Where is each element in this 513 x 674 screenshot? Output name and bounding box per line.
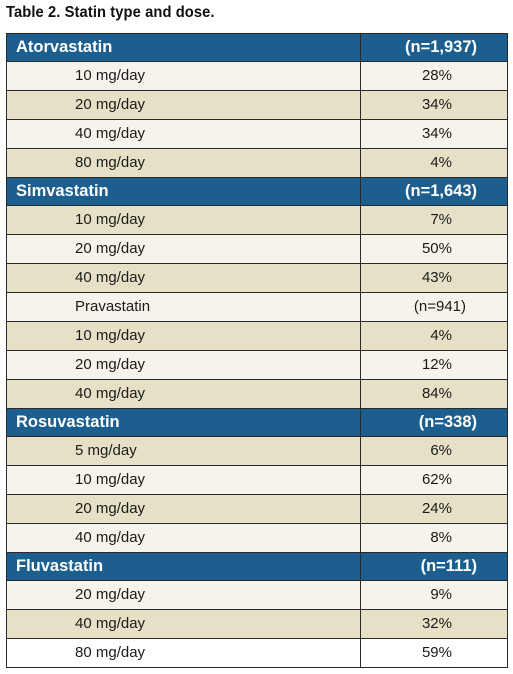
table-row: 20 mg/day 34% [6, 90, 508, 120]
dose-percent: 34% [360, 90, 508, 120]
statin-dose-table: Atorvastatin (n=1,937) 10 mg/day 28% 20 … [6, 33, 508, 668]
dose-label: 10 mg/day [6, 321, 361, 351]
dose-percent: 7% [360, 205, 508, 235]
dose-percent: 9% [360, 580, 508, 610]
dose-label: 40 mg/day [6, 523, 361, 553]
group-header-simvastatin: Simvastatin (n=1,643) [6, 177, 508, 206]
group-count: (n=111) [360, 552, 508, 581]
table-row: 20 mg/day 50% [6, 234, 508, 264]
group-name: Rosuvastatin [6, 408, 361, 437]
dose-percent: 59% [360, 638, 508, 668]
group-count: (n=338) [360, 408, 508, 437]
dose-percent: 6% [360, 436, 508, 466]
table-row: 40 mg/day 32% [6, 609, 508, 639]
dose-percent: 84% [360, 379, 508, 409]
dose-percent: 62% [360, 465, 508, 495]
table-row: 10 mg/day 28% [6, 61, 508, 91]
group-name: Atorvastatin [6, 33, 361, 62]
group-count: (n=1,937) [360, 33, 508, 62]
table-row: 20 mg/day 9% [6, 580, 508, 610]
dose-percent: 12% [360, 350, 508, 380]
table-row: 20 mg/day 12% [6, 350, 508, 380]
group-header-rosuvastatin: Rosuvastatin (n=338) [6, 408, 508, 437]
table-row: 10 mg/day 7% [6, 205, 508, 235]
table-row: 40 mg/day 34% [6, 119, 508, 149]
table-row: 5 mg/day 6% [6, 436, 508, 466]
table-row: Pravastatin (n=941) [6, 292, 508, 322]
dose-percent: 24% [360, 494, 508, 524]
dose-percent: 34% [360, 119, 508, 149]
dose-percent: 50% [360, 234, 508, 264]
dose-label: 20 mg/day [6, 90, 361, 120]
dose-percent: 8% [360, 523, 508, 553]
dose-label: 80 mg/day [6, 638, 361, 668]
dose-percent: 28% [360, 61, 508, 91]
dose-percent: (n=941) [360, 292, 508, 322]
dose-percent: 4% [360, 321, 508, 351]
group-header-fluvastatin: Fluvastatin (n=111) [6, 552, 508, 581]
dose-label: 20 mg/day [6, 350, 361, 380]
dose-label: 20 mg/day [6, 494, 361, 524]
table-row: 80 mg/day 59% [6, 638, 508, 668]
group-name: Simvastatin [6, 177, 361, 206]
dose-percent: 4% [360, 148, 508, 178]
dose-label: 40 mg/day [6, 263, 361, 293]
dose-label: 20 mg/day [6, 234, 361, 264]
dose-label: 10 mg/day [6, 465, 361, 495]
dose-percent: 32% [360, 609, 508, 639]
table-row: 80 mg/day 4% [6, 148, 508, 178]
dose-label: 20 mg/day [6, 580, 361, 610]
dose-percent: 43% [360, 263, 508, 293]
dose-label: 40 mg/day [6, 119, 361, 149]
dose-label: Pravastatin [6, 292, 361, 322]
table-row: 20 mg/day 24% [6, 494, 508, 524]
table-row: 40 mg/day 84% [6, 379, 508, 409]
group-count: (n=1,643) [360, 177, 508, 206]
dose-label: 40 mg/day [6, 609, 361, 639]
dose-label: 80 mg/day [6, 148, 361, 178]
table-caption: Table 2. Statin type and dose. [6, 4, 215, 21]
dose-label: 40 mg/day [6, 379, 361, 409]
table-row: 10 mg/day 62% [6, 465, 508, 495]
group-header-atorvastatin: Atorvastatin (n=1,937) [6, 33, 508, 62]
table-row: 10 mg/day 4% [6, 321, 508, 351]
dose-label: 5 mg/day [6, 436, 361, 466]
table-row: 40 mg/day 43% [6, 263, 508, 293]
table-row: 40 mg/day 8% [6, 523, 508, 553]
dose-label: 10 mg/day [6, 61, 361, 91]
dose-label: 10 mg/day [6, 205, 361, 235]
group-name: Fluvastatin [6, 552, 361, 581]
